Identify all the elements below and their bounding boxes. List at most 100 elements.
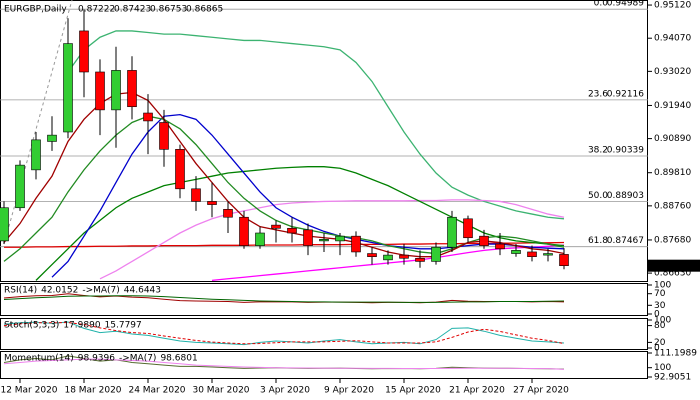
fib-value: 0.87467 (607, 236, 644, 246)
y-tick-label: 0.88760 (654, 201, 691, 211)
stoch-pane-frame (0, 318, 648, 350)
pane-series-name: ->MA(7) (82, 286, 119, 296)
price-box (648, 259, 700, 272)
candle-body (351, 235, 361, 253)
candle-body (143, 112, 153, 122)
header-ohlc: 0.86865 (186, 5, 223, 15)
candle-body (175, 149, 185, 190)
pane-value: 15.7797 (105, 321, 142, 331)
candle-body (111, 70, 121, 111)
fib-value: 0.90339 (607, 146, 644, 156)
pane-title: Stoch(5,3,3) (4, 321, 59, 331)
main-pane-frame (0, 0, 648, 282)
indicator-line (99, 199, 565, 280)
pane-title: RSI(14) (4, 286, 37, 296)
candle-body (271, 224, 281, 229)
candle-body (463, 218, 473, 239)
x-tick-label: 3 Apr 2020 (260, 386, 310, 396)
pane-series-name: ->MA(7) (119, 354, 156, 364)
y-tick-label: 0.91940 (654, 101, 691, 111)
header-ohlc: 0.87423 (114, 5, 151, 15)
indicator-line (3, 321, 565, 346)
pane-value: 42.0152 (41, 286, 78, 296)
candle-body (415, 257, 425, 262)
y-tick-label: 0.93020 (654, 67, 691, 77)
candle-body (239, 216, 249, 246)
candle-body (191, 188, 201, 202)
pane-tick-label: 100 (654, 363, 671, 373)
fib-level: 61.8 (588, 236, 608, 246)
y-tick-label: 0.90890 (654, 134, 691, 144)
pane-value: 17.9890 (63, 321, 100, 331)
pane-tick-label: 0 (654, 344, 660, 354)
y-tick-label: 0.89810 (654, 168, 691, 178)
momentum-pane-frame (0, 351, 648, 379)
candle-body (31, 139, 41, 171)
candle-body (223, 209, 233, 218)
header-ohlc: 0.86753 (150, 5, 187, 15)
pane-value: 98.9396 (78, 354, 115, 364)
x-tick-label: 12 Mar 2020 (0, 386, 57, 396)
fib-level: 38.2 (588, 146, 608, 156)
x-tick-label: 18 Mar 2020 (64, 386, 121, 396)
indicator-line (4, 241, 565, 248)
indicator-line (3, 322, 565, 345)
candle-body (495, 243, 505, 250)
y-tick-label: 0.95120 (654, 1, 691, 11)
fib-value: 0.94989 (607, 0, 644, 9)
candle-body (15, 164, 25, 209)
candle-body (319, 239, 329, 242)
candle-body (383, 254, 393, 261)
candle-body (79, 30, 89, 73)
rsi-pane-frame (0, 283, 648, 316)
candle-body (399, 254, 409, 259)
x-tick-label: 21 Apr 2020 (449, 386, 505, 396)
header-ohlc: 0.87222 (78, 5, 115, 15)
candle-body (255, 232, 265, 246)
price-box-label: 0.86865 (652, 261, 689, 271)
fib-level: 0.0 (594, 0, 609, 9)
fib-level: 23.6 (588, 89, 608, 99)
y-tick-label: 0.86630 (654, 269, 691, 279)
candle-body (479, 235, 489, 246)
pane-value: 44.6443 (124, 286, 161, 296)
fib-level: 50.0 (588, 191, 608, 201)
candle-body (95, 71, 105, 111)
candle-body (335, 235, 345, 242)
x-tick-label: 9 Apr 2020 (324, 386, 374, 396)
candle-body (447, 216, 457, 248)
candle-body (287, 227, 297, 234)
fib-value: 0.92116 (607, 89, 644, 99)
candle-body (159, 122, 169, 150)
candle-body (303, 229, 313, 246)
candle-body (511, 250, 521, 254)
indicator-line (3, 295, 565, 303)
candle-body (127, 70, 137, 108)
indicator-line (3, 358, 565, 370)
candle-body (559, 254, 569, 266)
pane-tick-label: 100 (654, 281, 671, 291)
x-tick-label: 24 Mar 2020 (128, 386, 185, 396)
y-tick-label: 0.87680 (654, 235, 691, 245)
pane-tick-label: 70 (654, 289, 666, 299)
candle-body (431, 246, 441, 262)
pane-value: 98.6801 (160, 354, 197, 364)
pane-tick-label: 0 (654, 310, 660, 320)
x-tick-label: 15 Apr 2020 (385, 386, 441, 396)
pane-tick-label: 20 (654, 338, 666, 348)
pane-title: Momentum(14) (4, 354, 74, 364)
chart-title: EURGBP,Daily (4, 5, 67, 15)
pane-tick-label: 111.1989 (654, 349, 697, 359)
candle-body (527, 251, 537, 257)
y-tick-label: 0.94070 (654, 34, 691, 44)
candle-body (543, 253, 553, 256)
pane-tick-label: 80 (654, 321, 666, 331)
pane-tick-label: 30 (654, 301, 666, 311)
candle-body (367, 253, 377, 257)
candle-body (63, 43, 73, 133)
x-tick-label: 27 Apr 2020 (513, 386, 569, 396)
pane-tick-label: 92.9051 (654, 373, 691, 383)
